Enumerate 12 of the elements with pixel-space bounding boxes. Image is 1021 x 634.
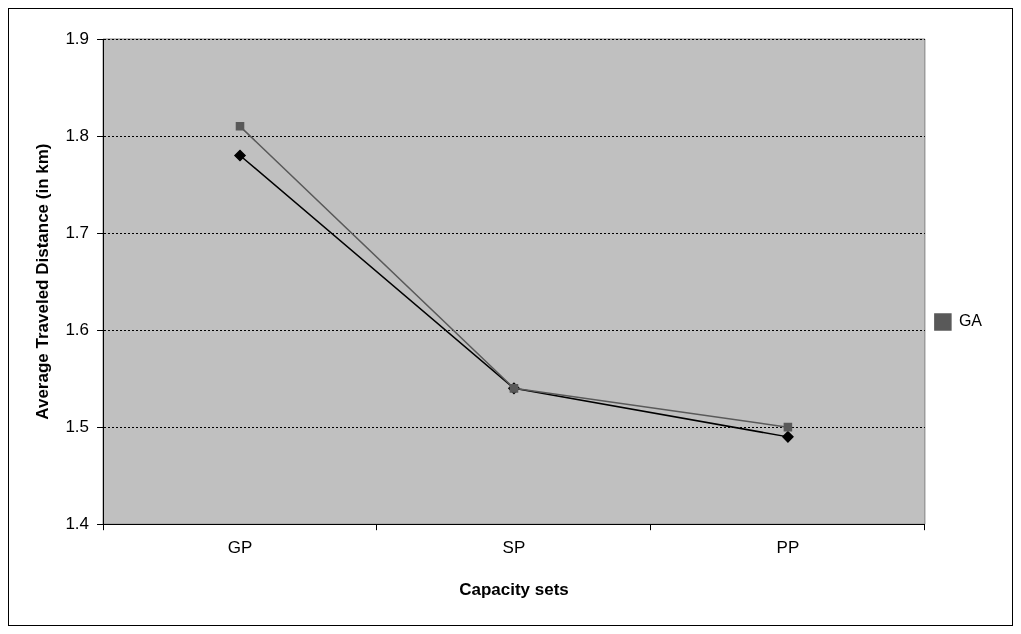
y-tick-label: 1.6 [65,319,90,339]
x-tick-label: SP [502,538,526,558]
x-tick-label: GP [227,538,253,558]
legend-label: GA [958,312,983,330]
y-tick-label: 1.5 [65,416,90,436]
y-axis-title: Average Traveled Distance (in km) [32,143,52,420]
x-tick-label: PP [776,538,800,558]
y-tick-label: 1.8 [65,125,90,145]
x-axis-title: Capacity sets [459,580,569,600]
y-tick-label: 1.4 [65,513,90,533]
y-tick-label: 1.7 [65,222,90,242]
y-tick-label: 1.9 [65,28,90,48]
